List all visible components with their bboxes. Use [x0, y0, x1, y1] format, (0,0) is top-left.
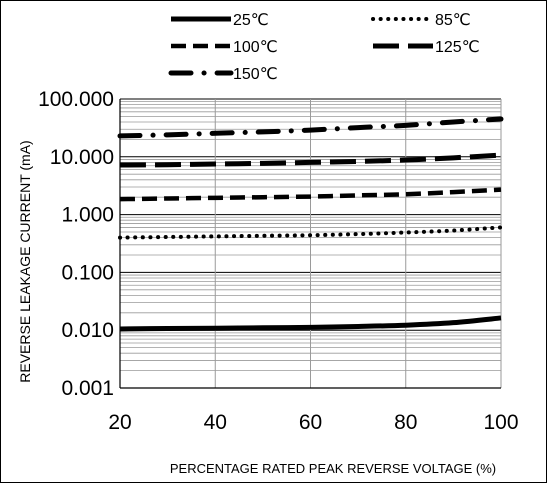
y-tick-label: 0.001	[61, 377, 114, 400]
series-line	[119, 187, 502, 202]
y-tick-label: 10.000	[50, 146, 114, 169]
series-line	[118, 225, 503, 240]
x-tick-label: 20	[108, 411, 131, 434]
legend-label: 85℃	[435, 12, 471, 29]
y-tick-label: 0.100	[61, 261, 114, 284]
legend-label: 100℃	[233, 39, 278, 56]
x-tick-label: 80	[394, 411, 417, 434]
y-tick-label: 100.000	[38, 88, 114, 111]
y-tick-label: 0.010	[61, 319, 114, 342]
legend-label: 150℃	[233, 66, 278, 83]
legend-label: 125℃	[435, 39, 480, 56]
x-axis-label: PERCENTAGE RATED PEAK REVERSE VOLTAGE (%…	[170, 461, 496, 476]
x-tick-label: 100	[483, 411, 518, 434]
series-line	[119, 152, 502, 168]
series-line	[119, 315, 502, 332]
y-tick-label: 1.000	[61, 204, 114, 227]
series-line	[117, 116, 504, 139]
y-axis-label: REVERSE LEAKAGE CURRENT (mA)	[17, 140, 33, 382]
legend-label: 25℃	[233, 12, 269, 29]
x-tick-label: 60	[299, 411, 322, 434]
x-tick-label: 40	[204, 411, 227, 434]
